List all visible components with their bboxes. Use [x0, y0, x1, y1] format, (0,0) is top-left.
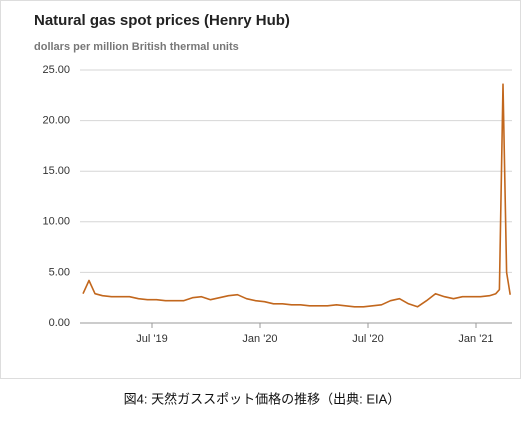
x-tick-label: Jan '20 [242, 333, 277, 345]
caption: 図4: 天然ガススポット価格の推移（出典: EIA） [124, 391, 401, 406]
x-tick-label: Jul '19 [136, 333, 167, 345]
chart-subtitle: dollars per million British thermal unit… [34, 41, 239, 53]
x-tick-label: Jan '21 [458, 333, 493, 345]
y-tick-label: 20.00 [42, 115, 70, 127]
y-tick-label: 15.00 [42, 165, 70, 177]
y-tick-label: 10.00 [42, 216, 70, 228]
line-series [82, 83, 511, 308]
chart-title: Natural gas spot prices (Henry Hub) [34, 12, 290, 29]
y-tick-label: 0.00 [49, 317, 70, 329]
y-tick-label: 25.00 [42, 64, 70, 76]
x-tick-label: Jul '20 [352, 333, 383, 345]
chart-frame [0, 0, 521, 379]
y-tick-label: 5.00 [49, 266, 70, 278]
